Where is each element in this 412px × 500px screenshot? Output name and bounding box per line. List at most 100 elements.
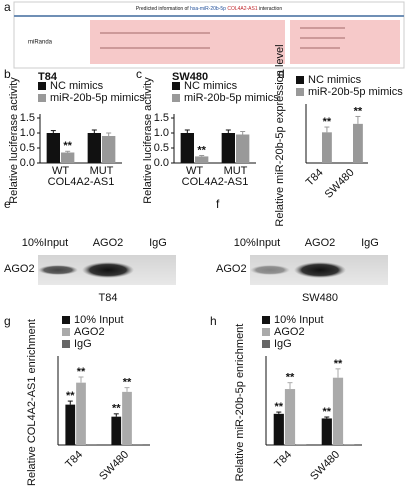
y-tick-label: 0.0 [20, 157, 35, 169]
x-tick-label: T84 [304, 167, 326, 189]
legend-swatch [262, 340, 270, 348]
band [294, 262, 346, 278]
title-text: Predicted information of [136, 6, 189, 12]
lane-label: IgG [361, 237, 379, 249]
legend-swatch [62, 340, 70, 348]
y-tick-label: 1.5 [154, 112, 169, 124]
bar [87, 133, 101, 163]
significance: ** [197, 144, 206, 156]
bar [273, 413, 284, 445]
y-axis-label: Relative luciferase activity [142, 77, 154, 204]
legend-label: AGO2 [74, 326, 105, 338]
significance: ** [66, 390, 75, 402]
bar [122, 391, 132, 445]
legend-label: miR-20b-5p mimics [50, 92, 145, 104]
cell-line: T84 [99, 292, 118, 304]
x-tick-label: T84 [63, 449, 85, 471]
significance: ** [323, 116, 332, 128]
bar [236, 134, 250, 163]
legend-swatch [62, 316, 70, 324]
title-text: interaction [259, 6, 282, 12]
title-mirna: hsa-miR-20b-5p [190, 6, 226, 12]
bar [332, 377, 344, 445]
y-tick-label: 1.0 [154, 127, 169, 139]
legend-swatch [262, 316, 270, 324]
significance: ** [286, 372, 295, 384]
row-label: AGO2 [4, 263, 35, 275]
lane-label: 10%Input [22, 237, 68, 249]
y-tick-label: 0.5 [154, 142, 169, 154]
bar [46, 133, 60, 163]
significance: ** [63, 140, 72, 152]
legend-label: NC mimics [308, 74, 362, 86]
y-tick-label: 1.5 [20, 112, 35, 124]
significance: ** [112, 403, 121, 415]
score-box [290, 20, 400, 64]
bar [111, 416, 122, 445]
bar [132, 444, 143, 445]
y-tick-label: 0.0 [154, 157, 169, 169]
row-label: miRanda [28, 40, 53, 46]
legend-label: 10% Input [74, 314, 124, 326]
legend-swatch [262, 328, 270, 336]
x-tick-label: MUT [224, 165, 248, 177]
legend-swatch [172, 94, 180, 102]
panel-letter: h [210, 314, 217, 328]
x-tick-label: MUT [90, 165, 114, 177]
legend-label: IgG [274, 338, 292, 350]
legend-swatch [296, 88, 304, 96]
legend-label: NC mimics [50, 80, 104, 92]
y-axis-label: Relative luciferase activity [8, 77, 20, 204]
significance: ** [323, 406, 332, 418]
bar [180, 133, 194, 163]
legend-label: IgG [74, 338, 92, 350]
chart-title: T84 [38, 71, 58, 83]
legend-label: 10% Input [274, 314, 324, 326]
y-axis-label: Relative COL4A2-AS1 enrichment [26, 319, 38, 486]
significance: ** [123, 377, 132, 389]
lane-label: 10%Input [234, 237, 280, 249]
x-tick-label: SW480 [308, 449, 342, 483]
lane-label: IgG [149, 237, 167, 249]
legend-label: miR-20b-5p mimics [184, 92, 279, 104]
alignment-box [90, 20, 285, 64]
panel-letter: f [216, 197, 220, 211]
x-tick-label: SW480 [97, 449, 131, 483]
panel-letter: b [4, 67, 11, 81]
panel-letter: g [4, 314, 11, 328]
lane-label: AGO2 [93, 237, 124, 249]
y-tick-label: 0.5 [20, 142, 35, 154]
legend-swatch [296, 76, 304, 84]
band [38, 265, 78, 275]
cell-line: SW480 [302, 292, 338, 304]
x-tick-label: WT [52, 165, 69, 177]
panel-letter: c [136, 67, 142, 81]
panel-title: Predicted information of hsa-miR-20b-5p … [136, 6, 282, 12]
y-tick-label: 1.0 [20, 127, 35, 139]
group-label: COL4A2-AS1 [182, 176, 249, 188]
x-tick-label: SW480 [323, 167, 357, 201]
band [250, 265, 290, 275]
legend-swatch [62, 328, 70, 336]
bar [61, 152, 75, 163]
x-tick-label: T84 [272, 449, 294, 471]
x-tick-label: WT [186, 165, 203, 177]
lane-label: AGO2 [305, 237, 336, 249]
panel-letter: e [4, 197, 11, 211]
bar [353, 123, 363, 163]
legend-swatch [172, 82, 180, 90]
legend-label: miR-20b-5p mimics [308, 86, 403, 98]
legend-swatch [38, 94, 46, 102]
legend-swatch [38, 82, 46, 90]
bar [284, 389, 296, 445]
significance: ** [275, 401, 284, 413]
y-axis-label: Relative miR-20b-5p expression level [274, 44, 286, 226]
bar [76, 382, 86, 445]
bar [195, 156, 209, 163]
band [82, 262, 134, 278]
bar [86, 444, 97, 445]
bar [102, 136, 116, 163]
bar [221, 133, 235, 163]
row-label: AGO2 [216, 263, 247, 275]
